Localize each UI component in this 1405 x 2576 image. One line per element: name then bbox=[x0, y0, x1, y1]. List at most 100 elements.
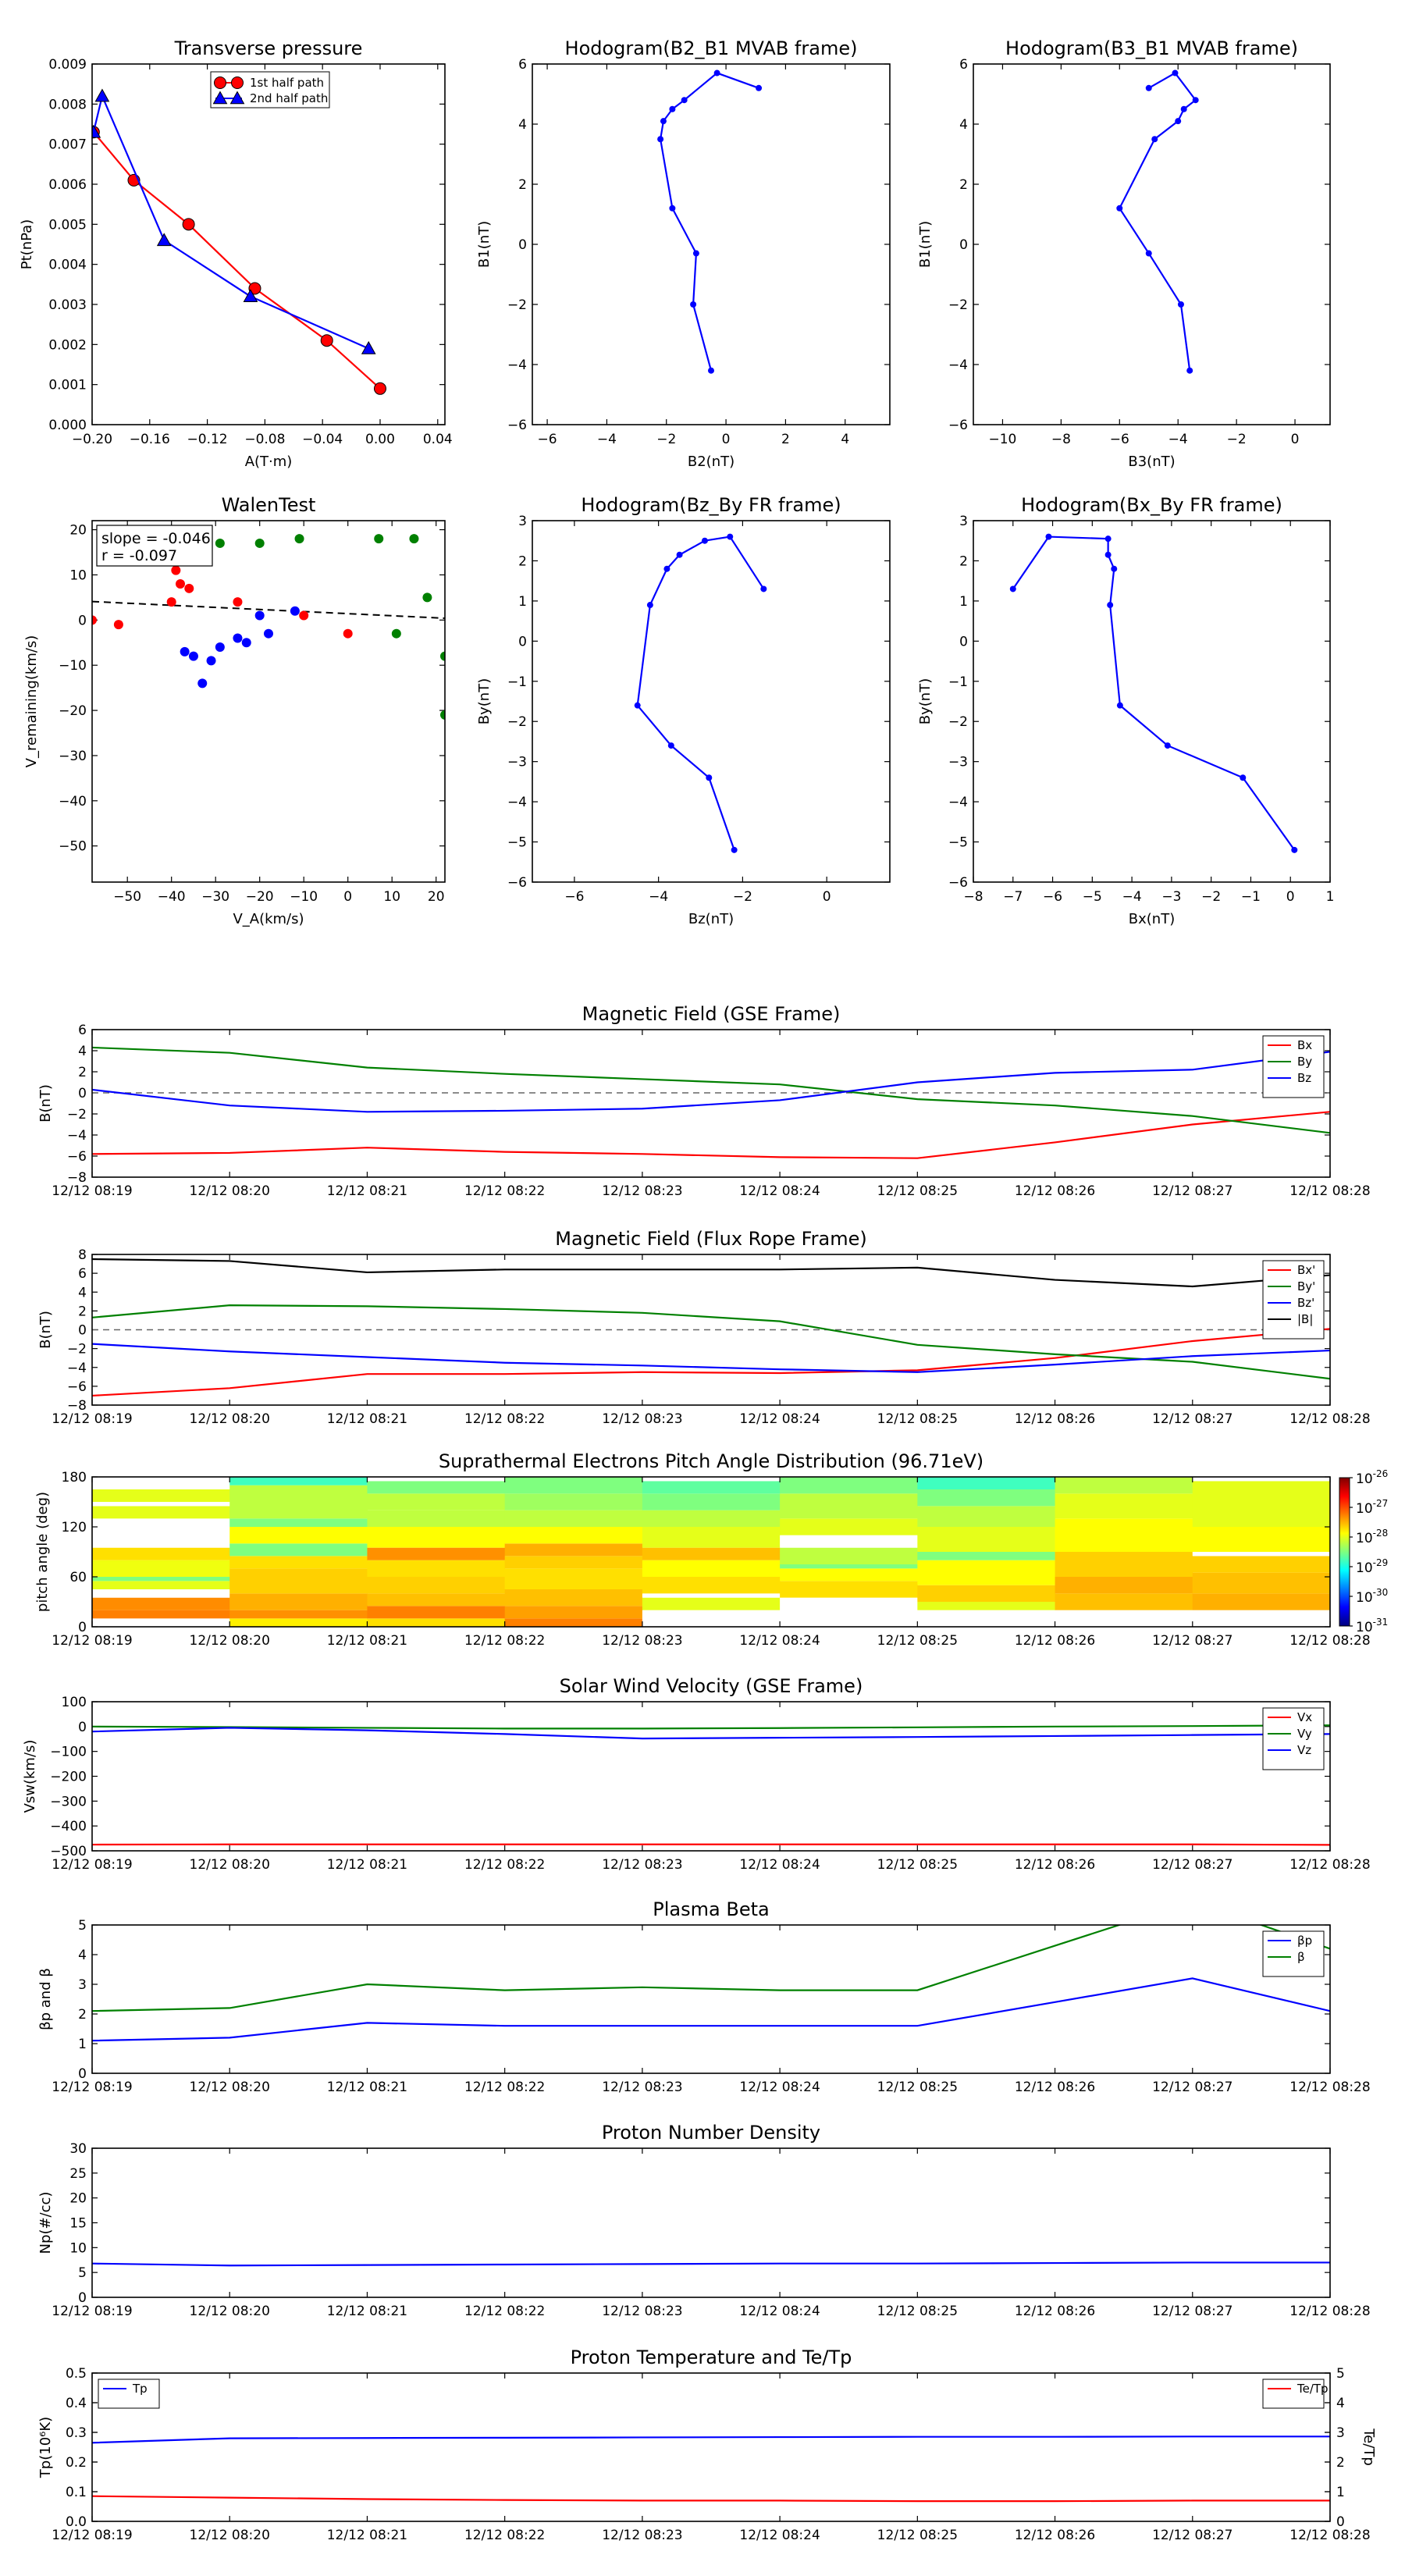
hodo_bxby-xtick-label: 0 bbox=[1286, 889, 1295, 905]
hodo_bxby-axes-frame bbox=[973, 520, 1331, 883]
transverse-legend-box bbox=[210, 71, 330, 109]
density-ytick-label: 15 bbox=[69, 2216, 87, 2232]
hodo_b3b1-xtick-label: −8 bbox=[1051, 432, 1071, 447]
temp-ytick-label: 0.1 bbox=[66, 2485, 87, 2500]
vsw-ytick-label: −100 bbox=[50, 1745, 87, 1760]
temp-time-label: 12/12 08:25 bbox=[877, 2528, 958, 2543]
mag_gse-ytick-label: −8 bbox=[67, 1170, 87, 1186]
mag_gse-ytick-label: 2 bbox=[78, 1065, 87, 1080]
mag_fr-time-label: 12/12 08:19 bbox=[52, 1411, 132, 1427]
hodo_bzby-xtick-label: −4 bbox=[649, 889, 668, 905]
mag_fr-legend-label: |B| bbox=[1297, 1312, 1313, 1326]
hodo_b2b1-xtick-label: −6 bbox=[538, 432, 557, 447]
hodo_bxby-point bbox=[1116, 702, 1123, 709]
hodo_b2b1-xlabel: B2(nT) bbox=[688, 454, 735, 470]
temp-ytick-label: 4 bbox=[1336, 2396, 1345, 2411]
transverse-title: Transverse pressure bbox=[174, 37, 363, 59]
temp-ytick-label: 3 bbox=[1336, 2425, 1345, 2441]
walen-xlabel: V_A(km/s) bbox=[233, 911, 304, 927]
pad-heatmap-cell bbox=[642, 1547, 781, 1560]
hodo_b2b1-xtick-label: −2 bbox=[656, 432, 676, 447]
walen-annotation-box bbox=[96, 525, 213, 567]
mag_gse-time-label: 12/12 08:28 bbox=[1289, 1183, 1370, 1199]
walen-title: WalenTest bbox=[222, 494, 316, 516]
beta-ytick-label: 2 bbox=[78, 2007, 87, 2023]
pad-heatmap-cell bbox=[504, 1618, 643, 1627]
pad-time-label: 12/12 08:21 bbox=[327, 1633, 407, 1649]
mag_fr-time-label: 12/12 08:28 bbox=[1289, 1411, 1370, 1427]
pad-heatmap-cell bbox=[1192, 1527, 1331, 1552]
mag_fr-ytick-label: 8 bbox=[78, 1247, 87, 1263]
density-time-label: 12/12 08:22 bbox=[464, 2304, 545, 2319]
walen-fit-line bbox=[92, 600, 445, 620]
pad-ytick-label: 120 bbox=[62, 1520, 87, 1535]
pad-heatmap-cell bbox=[780, 1547, 918, 1564]
temp-ytick-label: 1 bbox=[1336, 2485, 1345, 2500]
temp-ylabel: Tp(10⁶K) bbox=[37, 2417, 54, 2478]
hodo_bxby-point bbox=[1009, 585, 1016, 592]
pad-colorbar-exponent: -31 bbox=[1373, 1617, 1389, 1628]
hodo_bxby-ytick-label: 2 bbox=[959, 553, 968, 569]
hodo_b2b1-point bbox=[708, 367, 714, 374]
hodo_bzby-axes-frame bbox=[532, 520, 891, 883]
transverse-ytick-label: 0.003 bbox=[48, 297, 87, 313]
hodo_b3b1-point bbox=[1180, 105, 1187, 112]
hodo_bxby-ytick-label: 1 bbox=[959, 594, 968, 610]
transverse-legend-point bbox=[229, 91, 245, 105]
vsw-series-line bbox=[92, 1724, 1330, 1730]
mag_fr-time-label: 12/12 08:24 bbox=[739, 1411, 820, 1427]
walen-xtick-label: 10 bbox=[383, 889, 400, 905]
mag_gse-ytick-label: 0 bbox=[78, 1086, 87, 1101]
hodo_b3b1-xtick-label: −6 bbox=[1110, 432, 1129, 447]
beta-legend-box bbox=[1262, 1930, 1325, 1977]
pad-heatmap-cell bbox=[642, 1593, 781, 1598]
hodo_b2b1-ytick-label: −6 bbox=[507, 418, 527, 433]
density-series-line bbox=[92, 2261, 1330, 2267]
walen-ytick-label: −30 bbox=[59, 749, 87, 764]
hodo_b2b1-ytick-label: 0 bbox=[518, 237, 527, 253]
mag_fr-title: Magnetic Field (Flux Rope Frame) bbox=[555, 1228, 866, 1250]
hodo_b3b1-ytick-label: −2 bbox=[948, 297, 968, 313]
hodo_b3b1-axes-frame bbox=[973, 63, 1331, 425]
beta-time-label: 12/12 08:22 bbox=[464, 2080, 545, 2095]
vsw-time-label: 12/12 08:24 bbox=[739, 1857, 820, 1873]
mag_gse-series-line bbox=[92, 1046, 1330, 1134]
hodo_bxby-xtick-label: −7 bbox=[1003, 889, 1023, 905]
walen-point bbox=[188, 651, 198, 661]
walen-ytick-label: −10 bbox=[59, 658, 87, 674]
vsw-time-label: 12/12 08:22 bbox=[464, 1857, 545, 1873]
hodo_bxby-xlabel: Bx(nT) bbox=[1129, 911, 1175, 927]
walen-point bbox=[215, 642, 225, 653]
pad-ytick-label: 60 bbox=[69, 1570, 87, 1585]
temp-legend-box bbox=[98, 2379, 160, 2409]
pad-heatmap-cell bbox=[367, 1577, 506, 1594]
walen-point bbox=[171, 565, 181, 575]
temp-ytick-label: 0.5 bbox=[66, 2366, 87, 2382]
pad-heatmap-cell bbox=[917, 1610, 1056, 1627]
density-ytick-label: 25 bbox=[69, 2166, 87, 2182]
walen-point bbox=[440, 710, 445, 720]
walen-ytick-label: −40 bbox=[59, 794, 87, 809]
pad-heatmap-cell bbox=[367, 1560, 506, 1577]
pad-heatmap-cell bbox=[229, 1593, 368, 1610]
pad-heatmap-cell bbox=[92, 1489, 230, 1502]
pad-heatmap-cell bbox=[92, 1589, 230, 1598]
pad-axes-frame bbox=[91, 1476, 1331, 1628]
mag_fr-legend-label: Bz' bbox=[1297, 1296, 1314, 1310]
pad-heatmap-cell bbox=[504, 1556, 643, 1569]
pad-heatmap-cell bbox=[229, 1556, 368, 1569]
pad-heatmap-cell bbox=[917, 1489, 1056, 1507]
hodo_bzby-point bbox=[634, 702, 641, 709]
hodo_b2b1-point bbox=[690, 301, 697, 308]
walen-point bbox=[241, 638, 251, 648]
density-time-label: 12/12 08:23 bbox=[602, 2304, 682, 2319]
vsw-time-label: 12/12 08:23 bbox=[602, 1857, 682, 1873]
walen-xtick-label: −30 bbox=[201, 889, 229, 905]
pad-heatmap-cell bbox=[504, 1493, 643, 1510]
walen-point bbox=[197, 678, 208, 688]
hodo_bzby-point bbox=[706, 774, 713, 781]
pad-colorbar-exponent: -29 bbox=[1373, 1557, 1389, 1568]
hodo_b2b1-point bbox=[756, 84, 763, 91]
pad-heatmap-cell bbox=[229, 1543, 368, 1557]
